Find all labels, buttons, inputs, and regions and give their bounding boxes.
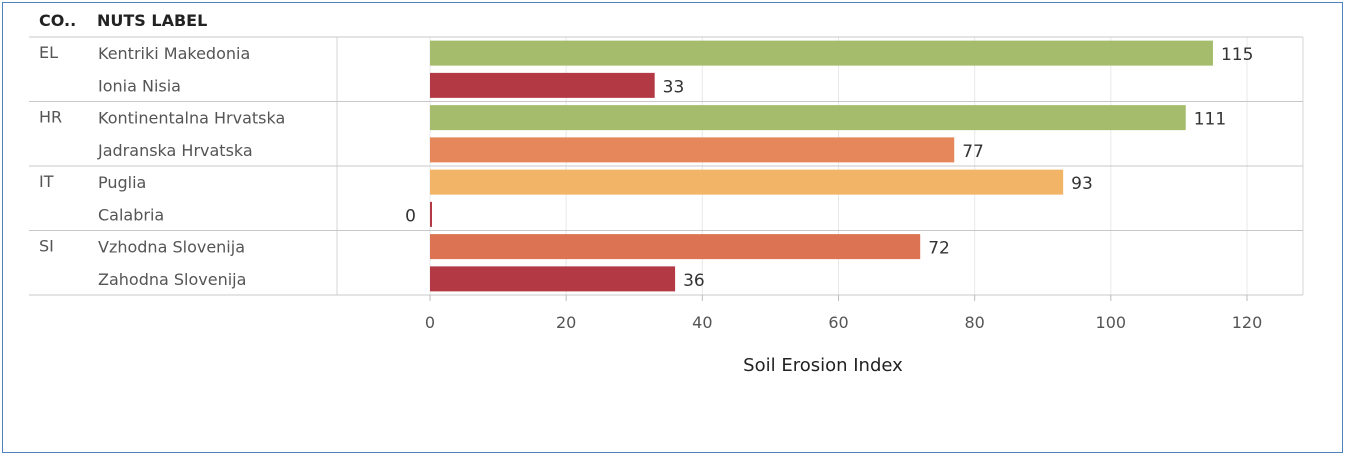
data-label: 36 (683, 271, 705, 291)
x-axis: 0 20 40 60 80 100 120 (425, 295, 1262, 332)
rows-layer: EL Kentriki Makedonia 115 Ionia Nisia 33 HR Ko… (39, 40, 1253, 292)
data-label: 77 (962, 142, 984, 162)
bar (430, 105, 1186, 131)
data-label: 115 (1221, 45, 1253, 65)
nuts-label: Jadranska Hrvatska (97, 141, 253, 160)
country-label: HR (39, 108, 62, 127)
data-label: 72 (928, 239, 950, 259)
grid-layer (29, 36, 1304, 296)
bar (430, 40, 1213, 66)
nuts-label: Kentriki Makedonia (98, 44, 250, 63)
data-label: 93 (1071, 174, 1093, 194)
nuts-label: Ionia Nisia (98, 76, 181, 95)
header-nuts-label: NUTS LABEL (97, 11, 207, 30)
bar (430, 137, 955, 163)
bar (430, 234, 921, 260)
header-country: CO.. (39, 11, 76, 30)
country-label: IT (39, 172, 54, 191)
tick-label: 20 (556, 313, 576, 332)
nuts-label: Vzhodna Slovenija (98, 238, 245, 257)
bar (430, 266, 676, 292)
nuts-label: Calabria (98, 205, 164, 224)
data-label: 111 (1194, 110, 1226, 130)
bar (430, 169, 1064, 195)
data-label: 0 (405, 206, 416, 226)
nuts-label: Kontinentalna Hrvatska (98, 109, 285, 128)
soil-erosion-chart: CO.. NUTS LABEL EL Kentriki Makedonia 115 I… (29, 11, 1304, 376)
nuts-label: Zahodna Slovenija (98, 270, 246, 289)
bar (430, 72, 655, 98)
tick-label: 80 (964, 313, 984, 332)
bar (430, 201, 432, 227)
x-axis-title: Soil Erosion Index (743, 355, 903, 376)
data-label: 33 (663, 77, 685, 97)
tick-label: 60 (828, 313, 848, 332)
tick-label: 100 (1096, 313, 1127, 332)
country-label: SI (39, 237, 54, 256)
tick-label: 0 (425, 313, 435, 332)
country-label: EL (39, 43, 58, 62)
tick-label: 120 (1232, 313, 1263, 332)
nuts-label: Puglia (98, 173, 146, 192)
tick-label: 40 (692, 313, 712, 332)
